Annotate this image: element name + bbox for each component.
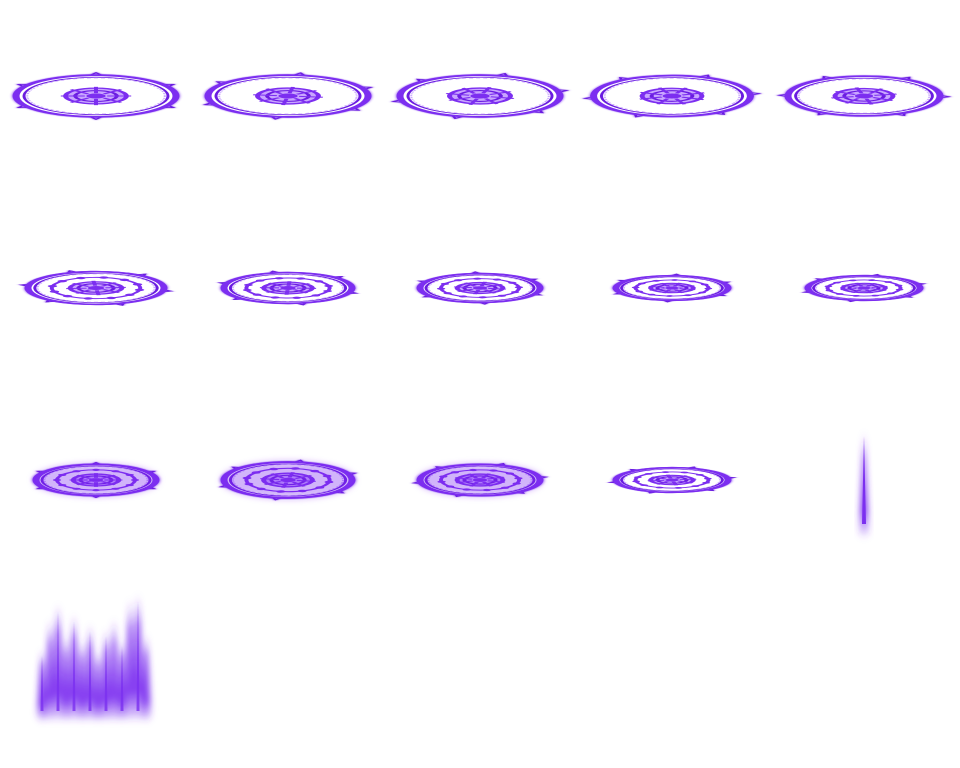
sprite-frame-2: [192, 0, 384, 192]
sprite-frame-13: [384, 384, 576, 576]
sprite-frame-11: [0, 384, 192, 576]
sprite-frame-1-graphic: [12, 72, 180, 120]
sprite-frame-7: [192, 192, 384, 384]
sprite-frame-2-graphic: [202, 72, 374, 120]
sprite-frame-10-graphic: [801, 273, 927, 303]
sprite-frame-6: [0, 192, 192, 384]
sprite-frame-11-graphic: [32, 461, 160, 499]
sprite-frame-16-graphic: [37, 591, 151, 724]
sprite-frame-12-graphic: [218, 459, 358, 501]
sprite-frame-7-graphic: [217, 270, 359, 306]
sprite-frame-8: [384, 192, 576, 384]
sprite-frame-4: [576, 0, 768, 192]
sprite-frame-9-graphic: [612, 273, 732, 303]
sprite-frame-5: [768, 0, 960, 192]
sprite-frame-15: [768, 384, 960, 576]
sprite-frame-1: [0, 0, 192, 192]
sprite-frame-16: [0, 576, 192, 768]
sprite-frame-15-graphic: [859, 428, 869, 539]
sprite-frame-3: [384, 0, 576, 192]
sprite-frame-3-graphic: [390, 72, 570, 120]
sprite-frame-6-graphic: [18, 270, 174, 306]
sprite-frame-10: [768, 192, 960, 384]
sprite-frame-14: [576, 384, 768, 576]
sprite-frame-9: [576, 192, 768, 384]
sprite-frame-8-graphic: [416, 271, 544, 305]
sprite-frame-5-graphic: [776, 75, 952, 117]
sprite-frame-14-graphic: [607, 466, 737, 494]
sprite-frame-13-graphic: [411, 462, 549, 498]
sprite-frame-12: [192, 384, 384, 576]
sprite-frame-4-graphic: [581, 74, 763, 118]
